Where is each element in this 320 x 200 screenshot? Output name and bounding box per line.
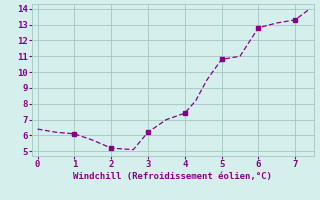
X-axis label: Windchill (Refroidissement éolien,°C): Windchill (Refroidissement éolien,°C) — [73, 172, 272, 181]
